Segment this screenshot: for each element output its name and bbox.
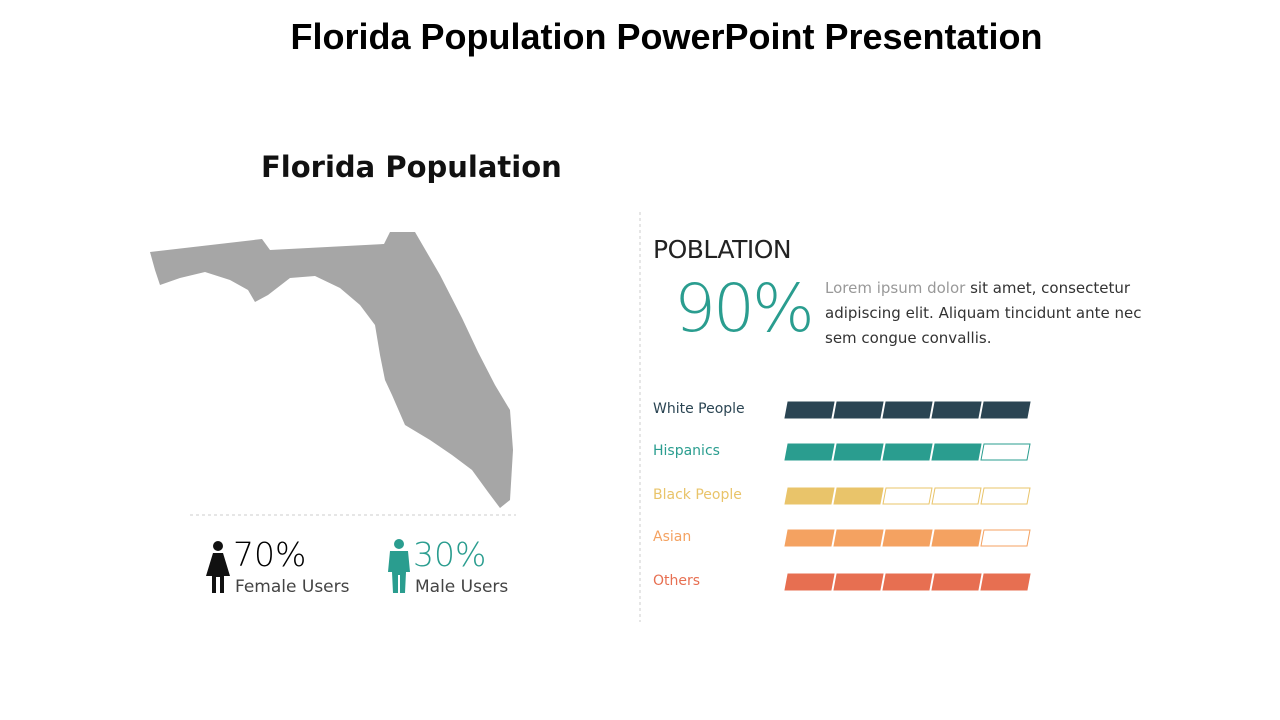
bar-segment-filled: [833, 487, 884, 505]
bar-segment-filled: [882, 529, 933, 547]
bar-segment-filled: [882, 573, 933, 591]
male-label: Male Users: [415, 577, 509, 597]
bar-segment-filled: [980, 401, 1031, 419]
population-percent: 90%: [674, 270, 815, 347]
florida-map: [150, 232, 513, 508]
population-text: Lorem ipsum dolor sit amet, consectetur …: [825, 276, 1155, 351]
female-percent: 70%: [233, 535, 307, 574]
bar-segment-filled: [882, 443, 933, 461]
female-icon: [206, 541, 230, 593]
bar-segment-filled: [784, 573, 835, 591]
map-title: Florida Population: [261, 150, 562, 184]
bar-segment-empty: [882, 487, 933, 505]
bar-segment-filled: [931, 401, 982, 419]
bar-segment-filled: [784, 529, 835, 547]
bar-segment-empty: [931, 487, 982, 505]
group-label: Asian: [653, 529, 692, 545]
bar-segment-filled: [882, 401, 933, 419]
bar-segment-filled: [784, 487, 835, 505]
bar-segment-empty: [980, 487, 1031, 505]
group-label: White People: [653, 401, 745, 417]
bar-segment-filled: [931, 529, 982, 547]
text: sit amet, consectetur adipiscing elit. A…: [825, 279, 1142, 347]
male-percent: 30%: [413, 535, 487, 574]
bar-segment-filled: [833, 573, 884, 591]
group-label: Hispanics: [653, 443, 720, 459]
text-muted: Lorem ipsum dolor: [825, 279, 966, 297]
bar-segment-filled: [980, 573, 1031, 591]
bar-segment-filled: [784, 443, 835, 461]
population-heading: POBLATION: [653, 235, 792, 264]
bar-segment-empty: [980, 529, 1031, 547]
bar-segment-filled: [833, 443, 884, 461]
group-label: Others: [653, 573, 701, 589]
bar-segment-filled: [833, 401, 884, 419]
bar-segment-filled: [931, 573, 982, 591]
female-label: Female Users: [235, 577, 350, 597]
group-label: Black People: [653, 487, 742, 503]
bar-segment-filled: [833, 529, 884, 547]
bar-segment-filled: [784, 401, 835, 419]
bar-segment-filled: [931, 443, 982, 461]
male-icon: [388, 539, 410, 593]
slide-title: Florida Population PowerPoint Presentati…: [290, 16, 1043, 57]
bar-segment-empty: [980, 443, 1031, 461]
